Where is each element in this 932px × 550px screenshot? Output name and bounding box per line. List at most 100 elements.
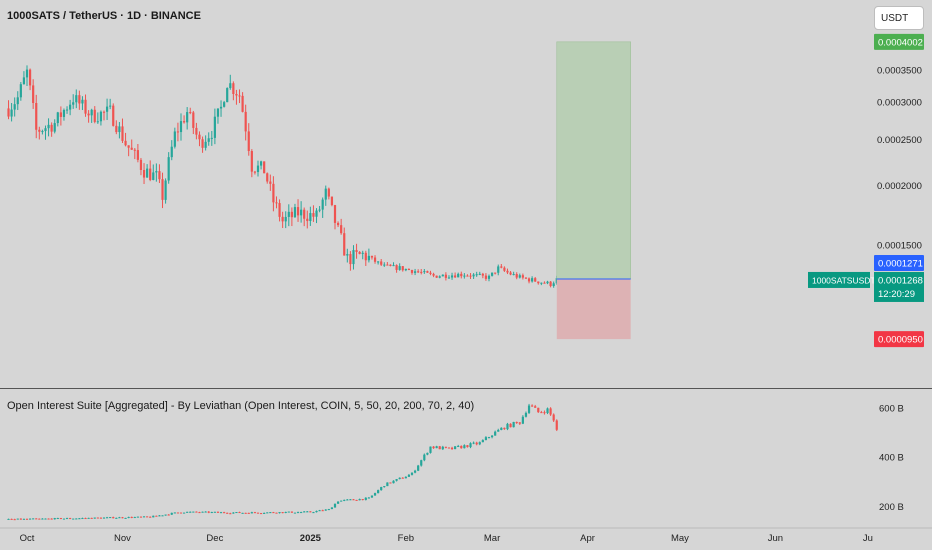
candle-body xyxy=(500,266,503,268)
price-tick-label: 0.0003500 xyxy=(877,66,922,77)
oi-bar xyxy=(263,512,266,514)
candle-body xyxy=(352,250,355,265)
candle-body xyxy=(423,271,426,273)
oi-tick-label: 400 B xyxy=(879,453,904,464)
long-position-tool[interactable] xyxy=(556,41,631,340)
candle-body xyxy=(450,275,454,278)
oi-bar xyxy=(78,518,81,520)
oi-bar xyxy=(346,499,349,501)
oi-bar xyxy=(321,510,324,512)
oi-bar xyxy=(324,509,327,511)
candle-body xyxy=(361,252,364,254)
oi-bar xyxy=(373,493,377,496)
oi-bar xyxy=(195,511,198,513)
candle-body xyxy=(364,252,367,261)
oi-bar xyxy=(555,420,558,430)
candle-body xyxy=(22,77,26,85)
time-tick-label: May xyxy=(671,533,689,544)
oi-bar xyxy=(173,512,176,514)
oi-bar xyxy=(300,512,303,514)
candle-body xyxy=(281,216,284,222)
price-axis[interactable]: 0.0003500 0.0003000 0.0002500 0.0002000 0.00… xyxy=(877,66,922,252)
candle-body xyxy=(198,134,201,140)
candle-body xyxy=(149,168,152,180)
oi-bar xyxy=(306,511,309,513)
candle-body xyxy=(417,271,420,273)
price-tick-label: 0.0002000 xyxy=(877,181,922,192)
candle-body xyxy=(518,275,521,278)
stop-price-badge xyxy=(874,331,924,348)
candle-body xyxy=(161,179,164,200)
oi-bar xyxy=(102,517,106,519)
candle-body xyxy=(303,209,306,219)
oi-bar xyxy=(207,511,210,513)
candle-body xyxy=(318,209,321,211)
candle-body xyxy=(521,275,524,278)
candle-body xyxy=(96,121,99,123)
candle-body xyxy=(463,275,466,277)
oi-bar xyxy=(309,511,312,513)
oi-bar xyxy=(401,477,404,479)
oi-bar xyxy=(130,516,133,518)
time-axis[interactable]: Oct Nov Dec 2025 Feb Mar Apr May Jun Ju xyxy=(0,527,932,550)
candle-body xyxy=(250,151,253,172)
oi-bar xyxy=(447,447,451,449)
time-axis-bg xyxy=(0,528,932,550)
price-tick-label: 0.0002500 xyxy=(877,135,922,146)
oi-bar xyxy=(355,499,358,501)
candle-body xyxy=(216,108,220,117)
candle-body xyxy=(164,180,167,200)
candle-body xyxy=(506,270,509,273)
symbol-title[interactable]: 1000SATS / TetherUS · 1D · BINANCE xyxy=(7,10,201,22)
oi-bar xyxy=(142,516,146,518)
price-pane[interactable] xyxy=(7,65,558,288)
price-tick-label: 0.0001500 xyxy=(877,241,922,252)
oi-bar xyxy=(170,512,173,515)
candle-body xyxy=(124,140,127,146)
oi-bar xyxy=(176,512,180,514)
time-tick-label: Oct xyxy=(20,533,35,544)
oi-bar xyxy=(247,512,250,514)
oi-bar xyxy=(229,513,232,515)
open-interest-pane[interactable] xyxy=(7,403,558,521)
candle-body xyxy=(312,213,315,217)
oi-bar xyxy=(244,512,247,514)
symbol-tag xyxy=(808,271,870,288)
candle-body xyxy=(426,271,429,273)
oi-bar xyxy=(105,517,109,519)
oi-bar xyxy=(216,511,220,513)
candle-body xyxy=(81,99,84,104)
oi-bar xyxy=(423,454,426,461)
oi-bar xyxy=(475,442,478,445)
candle-body xyxy=(7,108,10,117)
stop-zone[interactable] xyxy=(556,278,631,340)
oi-bar xyxy=(518,422,521,424)
candle-body xyxy=(377,261,380,263)
oi-bar xyxy=(259,513,263,515)
candle-body xyxy=(383,264,386,266)
indicator-title[interactable]: Open Interest Suite [Aggregated] - By Le… xyxy=(7,400,475,412)
target-zone[interactable] xyxy=(556,41,631,280)
currency-button[interactable]: USDT xyxy=(874,6,924,30)
candle-body xyxy=(327,188,330,197)
candle-body xyxy=(392,265,395,267)
oi-bar xyxy=(253,512,257,514)
oi-bar xyxy=(186,511,189,513)
oi-bar xyxy=(287,511,290,513)
candle-body xyxy=(410,269,414,273)
candle-body xyxy=(269,181,272,184)
oi-bar xyxy=(527,405,531,413)
oi-bar xyxy=(312,512,315,514)
oi-bar xyxy=(210,512,213,514)
candle-body xyxy=(321,199,324,210)
oi-bar xyxy=(358,499,361,501)
candle-body xyxy=(259,161,263,166)
oi-bar xyxy=(487,437,491,439)
oi-bar xyxy=(16,518,19,520)
oi-bar xyxy=(340,500,343,502)
candle-body xyxy=(87,113,90,116)
oi-bar xyxy=(367,497,370,499)
oi-bar xyxy=(540,412,543,414)
oi-bar xyxy=(413,470,417,473)
